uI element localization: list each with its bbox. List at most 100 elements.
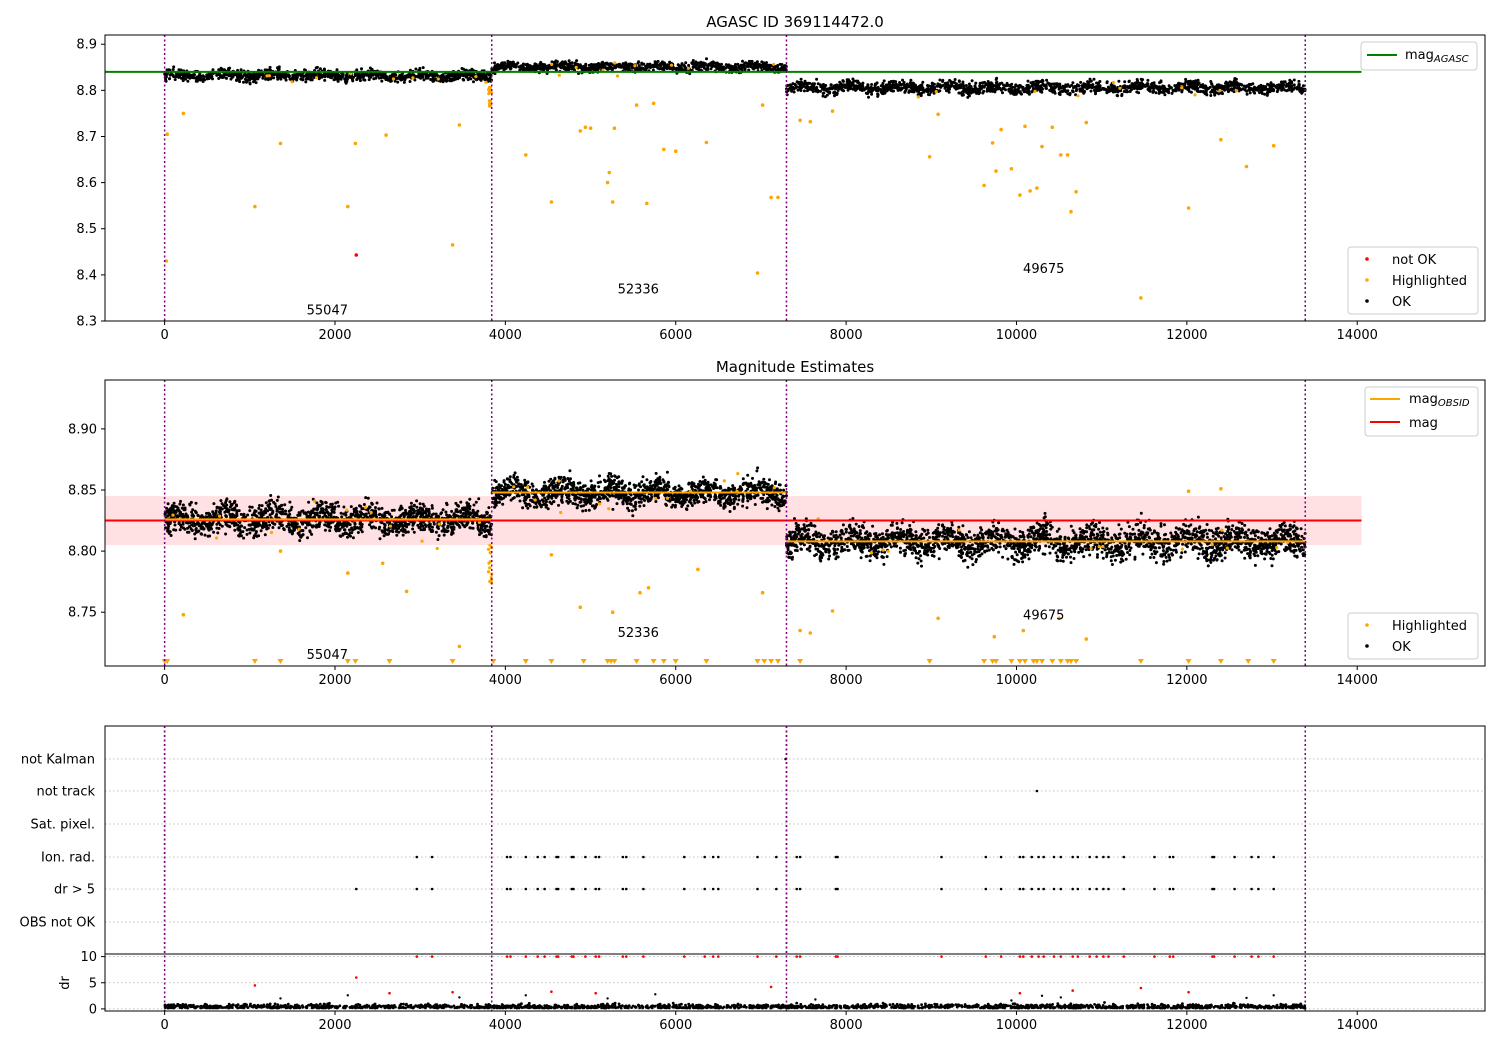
p1-ok-point (1004, 88, 1007, 91)
p1-ok-point (631, 63, 634, 66)
p1-ok-point (334, 74, 337, 77)
p2-ok-point (298, 539, 301, 542)
p1-obsid-label: 55047 (307, 303, 348, 318)
p1-ok-point (1053, 90, 1056, 93)
p1-ok-point (942, 84, 945, 87)
p1-ok-point (1266, 91, 1269, 94)
p2-ok-point (438, 534, 441, 537)
p1-ok-point (655, 61, 658, 64)
p1-ok-point (1027, 88, 1030, 91)
p1-ok-point (519, 65, 522, 68)
p1-ok-point (1298, 83, 1301, 86)
p1-highlighted-point (670, 64, 673, 67)
p1-xtick-label: 4000 (489, 328, 522, 343)
p1-ok-point (493, 61, 496, 64)
p1-ok-point (1217, 92, 1220, 95)
p2-ok-point (420, 513, 423, 516)
p2-ok-point (468, 508, 471, 511)
p1-ok-point (995, 78, 998, 81)
p2-ok-point (423, 528, 426, 531)
p2-ok-point (445, 502, 448, 505)
p1-ok-point (306, 74, 309, 77)
p1-highlighted-point (1040, 145, 1044, 149)
p1-highlighted-point (936, 113, 940, 117)
p1-ok-point (1098, 80, 1101, 83)
p1-ok-point (355, 78, 358, 81)
p1-ok-point (323, 73, 326, 76)
p1-ok-point (401, 75, 404, 78)
p1-ok-point (1091, 83, 1094, 86)
p1-ok-point (597, 66, 600, 69)
p1-ok-point (344, 77, 347, 80)
p1-ok-point (734, 63, 737, 66)
p2-ok-point (447, 530, 450, 533)
p1-highlighted-point (611, 200, 615, 204)
p2-ok-point (246, 529, 249, 532)
p1-ok-point (218, 73, 221, 76)
p1-ok-point (1084, 84, 1087, 87)
p2-ok-point (368, 523, 371, 526)
p1-ok-point (1209, 80, 1212, 83)
p1-ok-point (541, 67, 544, 70)
p1-ok-point (1136, 86, 1139, 89)
p1-ok-point (1058, 84, 1061, 87)
p1-ok-point (442, 73, 445, 76)
p1-ok-point (909, 81, 912, 84)
p1-ok-point (1013, 85, 1016, 88)
p2-ok-point (343, 528, 346, 531)
p1-highlighted-point (1069, 210, 1073, 214)
p1-ok-point (848, 86, 851, 89)
p2-ok-point (431, 526, 434, 529)
p1-ok-point (822, 83, 825, 86)
p1-ok-point (867, 96, 870, 99)
p1-ok-point (653, 65, 656, 68)
p1-ok-point (266, 78, 269, 81)
p1-ok-point (231, 76, 234, 79)
p1-ok-point (623, 65, 626, 68)
p1-ok-point (202, 78, 205, 81)
p1-ok-point (705, 57, 708, 60)
p2-ok-point (447, 525, 450, 528)
p2-ok-point (378, 527, 381, 530)
p2-ok-point (264, 507, 267, 510)
p2-ok-point (235, 512, 238, 515)
p2-ok-point (337, 505, 340, 508)
p2-ok-point (243, 526, 246, 529)
p1-ok-point (693, 65, 696, 68)
p1-legend-ok-label: OK (1392, 295, 1411, 310)
p1-ok-point (830, 83, 833, 86)
p2-ok-point (466, 522, 469, 525)
p1-ok-point (1246, 93, 1249, 96)
p1-ok-point (315, 66, 318, 69)
p1-ok-point (568, 65, 571, 68)
p1-ok-point (1196, 89, 1199, 92)
p1-ok-point (1287, 89, 1290, 92)
p1-ok-point (283, 76, 286, 79)
p2-ok-point (298, 514, 301, 517)
p1-ok-point (955, 82, 958, 85)
p1-ok-point (1245, 90, 1248, 93)
p2-ok-point (301, 523, 304, 526)
p1-ok-point (217, 77, 220, 80)
p2-ok-point (299, 536, 302, 539)
p1-ok-point (628, 68, 631, 71)
p1-ok-point (1151, 85, 1154, 88)
p1-ok-point (361, 76, 364, 79)
p1-ok-point (370, 74, 373, 77)
p1-ok-point (707, 64, 710, 67)
p1-ok-point (987, 83, 990, 86)
p2-ok-point (300, 510, 303, 513)
p2-ok-point (284, 510, 287, 513)
p1-ok-point (259, 73, 262, 76)
p1-ok-point (640, 63, 643, 66)
p1-ok-point (1293, 79, 1296, 82)
p1-ok-point (1224, 82, 1227, 85)
p1-ok-point (584, 66, 587, 69)
p1-highlighted-point (1218, 89, 1221, 92)
p1-ok-point (978, 91, 981, 94)
p1-xtick-label: 10000 (996, 328, 1037, 343)
p1-ok-point (301, 74, 304, 77)
p1-ok-point (661, 67, 664, 70)
p1-ok-point (575, 59, 578, 62)
p1-ok-point (522, 63, 525, 66)
